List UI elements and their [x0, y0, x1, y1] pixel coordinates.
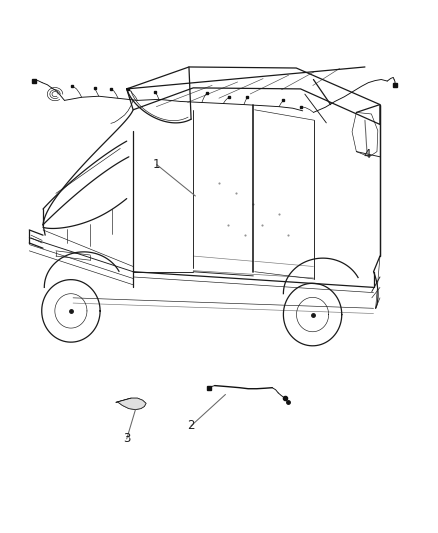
Text: 4: 4: [364, 148, 371, 160]
Text: 1: 1: [153, 158, 160, 171]
Text: 2: 2: [187, 419, 195, 432]
Polygon shape: [116, 398, 146, 410]
Text: 3: 3: [123, 432, 131, 446]
